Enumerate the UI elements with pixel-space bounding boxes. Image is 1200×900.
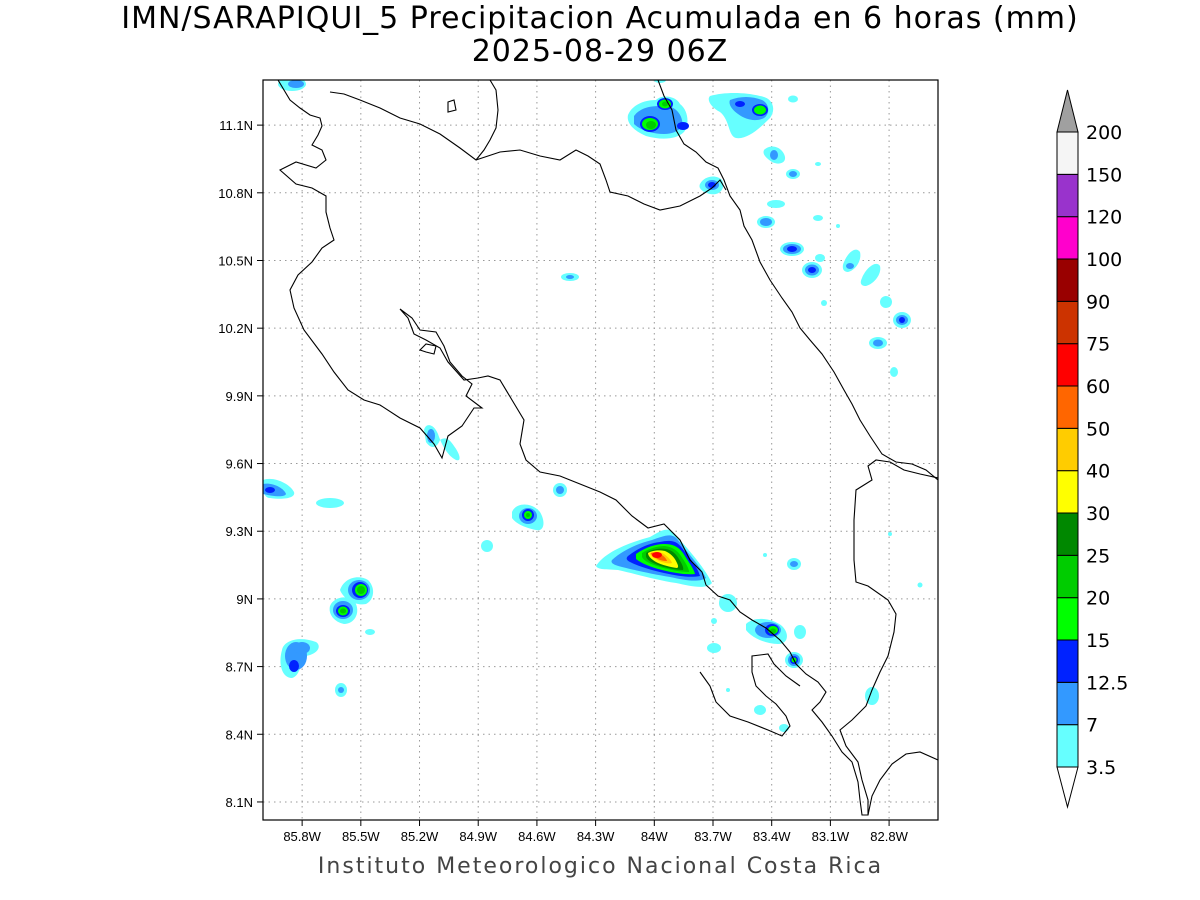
map-frame: [262, 79, 939, 821]
colorbar-label: 12.5: [1086, 672, 1128, 694]
pacific-coast-north: [329, 80, 499, 161]
colorbar-box: [1056, 512, 1079, 556]
precip-field: [263, 80, 923, 732]
coastline: [277, 80, 938, 816]
colorbar-label: 120: [1086, 207, 1122, 229]
lat-tick-label: 9.3N: [226, 524, 253, 539]
colorbar-label: 60: [1086, 376, 1110, 398]
map-title: IMN/SARAPIQUI_5 Precipitacion Acumulada …: [0, 2, 1200, 68]
colorbar-box: [1056, 639, 1079, 683]
lon-tick-label: 83.7W: [694, 829, 732, 844]
colorbar-box: [1056, 173, 1079, 218]
colorbar-label: 200: [1086, 122, 1122, 144]
title-line-2: 2025-08-29 06Z: [471, 34, 729, 69]
colorbar-label: 15: [1086, 630, 1110, 652]
colorbar-box: [1056, 470, 1079, 514]
precip-cell-north: [627, 93, 823, 228]
island-2: [418, 343, 437, 355]
colorbar-box: [1056, 681, 1079, 726]
colorbar-arrow-bottom: [1056, 766, 1079, 809]
colorbar-box: [1056, 427, 1079, 472]
title-line-1: IMN/SARAPIQUI_5 Precipitacion Acumulada …: [121, 1, 1079, 36]
precip-cell-main: [596, 529, 712, 587]
colorbar-box: [1056, 216, 1079, 260]
lon-tick-label: 83.1W: [812, 829, 850, 844]
lat-tick-label: 9.6N: [226, 457, 253, 472]
colorbar-box: [1056, 343, 1079, 387]
precip-cell-southeast: [278, 80, 923, 732]
lat-tick-label: 9N: [236, 592, 253, 607]
grid-lines: [263, 80, 938, 820]
island: [447, 99, 457, 113]
lat-tick-label: 8.4N: [226, 727, 253, 742]
colorbar-arrow-top: [1056, 89, 1079, 133]
lon-tick-label: 84.6W: [518, 829, 556, 844]
colorbar-label: 90: [1086, 291, 1110, 313]
lon-tick-label: 85.5W: [342, 829, 380, 844]
map-axes: 11.1N 10.8N 10.5N 10.2N 9.9N 9.6N 9.3N 9N 8.7N 8.…: [218, 118, 908, 844]
colorbar-box: [1056, 554, 1079, 599]
footer-credit: Instituto Meteorologico Nacional Costa R…: [317, 854, 884, 879]
colorbar-label: 100: [1086, 249, 1122, 271]
colorbar-box: [1056, 724, 1079, 768]
lon-tick-label: 85.2W: [401, 829, 439, 844]
colorbar-label: 150: [1086, 164, 1122, 186]
lon-tick-label: 82.8W: [870, 829, 908, 844]
colorbar-label: 7: [1086, 715, 1098, 737]
colorbar-label: 20: [1086, 588, 1110, 610]
border-nicaragua: [475, 149, 727, 211]
lat-tick-label: 10.2N: [218, 321, 253, 336]
colorbar-label: 25: [1086, 545, 1110, 567]
lon-tick-label: 85.8W: [283, 829, 321, 844]
colorbar-box: [1056, 300, 1079, 345]
colorbar-legend: 3.5 7 12.5 15 20 25 30 40 50 60 75 90 100 120 150 200: [1056, 89, 1128, 809]
lat-tick-label: 10.8N: [218, 186, 253, 201]
lat-tick-label: 11.1N: [219, 118, 253, 133]
caribbean-coast: [657, 80, 938, 481]
colorbar-label: 3.5: [1086, 757, 1116, 779]
colorbar-label: 50: [1086, 418, 1110, 440]
colorbar-label: 75: [1086, 334, 1110, 356]
colorbar-box: [1056, 597, 1079, 641]
colorbar-box: [1056, 131, 1079, 175]
lat-tick-label: 10.5N: [218, 253, 253, 268]
osa-peninsula: [699, 653, 801, 737]
lat-tick-label: 9.9N: [226, 389, 253, 404]
lon-tick-label: 84W: [641, 829, 668, 844]
lon-tick-label: 84.3W: [577, 829, 615, 844]
lat-tick-label: 8.1N: [226, 795, 253, 810]
lon-tick-label: 83.4W: [753, 829, 791, 844]
precip-cell-caribbean: [780, 242, 911, 377]
lon-tick-label: 84.9W: [459, 829, 497, 844]
south-border: [867, 751, 938, 816]
colorbar-label: 40: [1086, 461, 1110, 483]
lat-tick-label: 8.7N: [226, 660, 253, 675]
precip-cell-central: [263, 273, 579, 697]
colorbar-label: 30: [1086, 503, 1110, 525]
north-border: [277, 80, 938, 816]
colorbar-box: [1056, 385, 1079, 429]
colorbar-box: [1056, 258, 1079, 302]
